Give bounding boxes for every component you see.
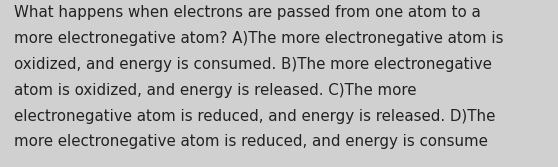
Text: more electronegative atom? A)The more electronegative atom is: more electronegative atom? A)The more el… (14, 31, 503, 46)
Text: What happens when electrons are passed from one atom to a: What happens when electrons are passed f… (14, 5, 480, 20)
Text: oxidized, and energy is consumed. B)The more electronegative: oxidized, and energy is consumed. B)The … (14, 57, 492, 72)
Text: atom is oxidized, and energy is released. C)The more: atom is oxidized, and energy is released… (14, 83, 416, 98)
Text: electronegative atom is reduced, and energy is released. D)The: electronegative atom is reduced, and ene… (14, 109, 496, 124)
Text: more electronegative atom is reduced, and energy is consume: more electronegative atom is reduced, an… (14, 134, 488, 149)
